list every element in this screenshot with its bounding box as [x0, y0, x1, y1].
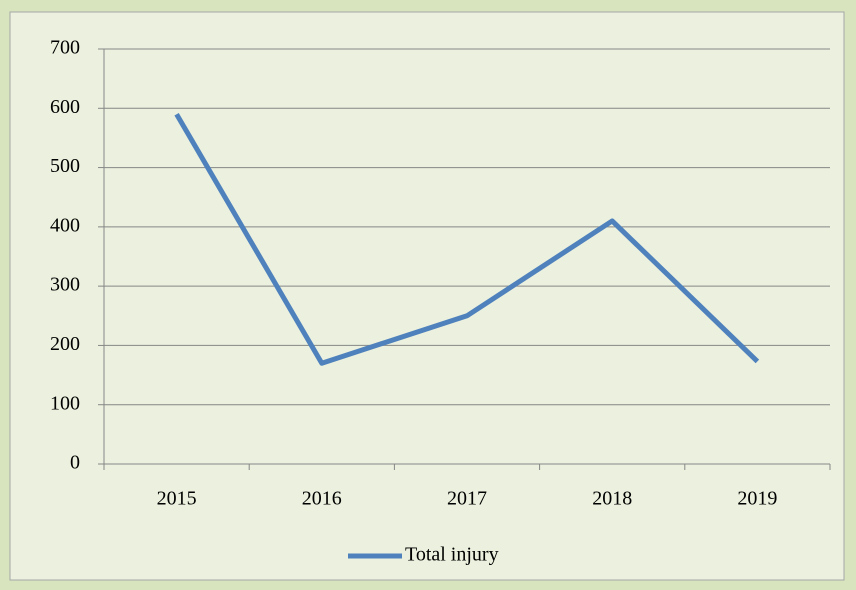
- y-tick-label: 200: [50, 333, 80, 355]
- x-tick-label: 2017: [447, 488, 487, 510]
- x-tick-label: 2015: [157, 488, 197, 510]
- x-tick-label: 2018: [592, 488, 632, 510]
- chart-frame: [9, 11, 845, 581]
- y-tick-label: 600: [50, 96, 80, 118]
- y-tick-label: 100: [50, 392, 80, 414]
- y-tick-label: 300: [50, 274, 80, 296]
- x-tick-label: 2016: [302, 488, 342, 510]
- data-line: [174, 112, 760, 366]
- y-tick-label: 0: [70, 452, 80, 474]
- y-tick-label: 500: [50, 155, 80, 177]
- x-tick-label: 2019: [737, 488, 777, 510]
- legend-label: Total injury: [405, 544, 499, 566]
- y-tick-label: 700: [50, 37, 80, 59]
- y-tick-label: 400: [50, 214, 80, 236]
